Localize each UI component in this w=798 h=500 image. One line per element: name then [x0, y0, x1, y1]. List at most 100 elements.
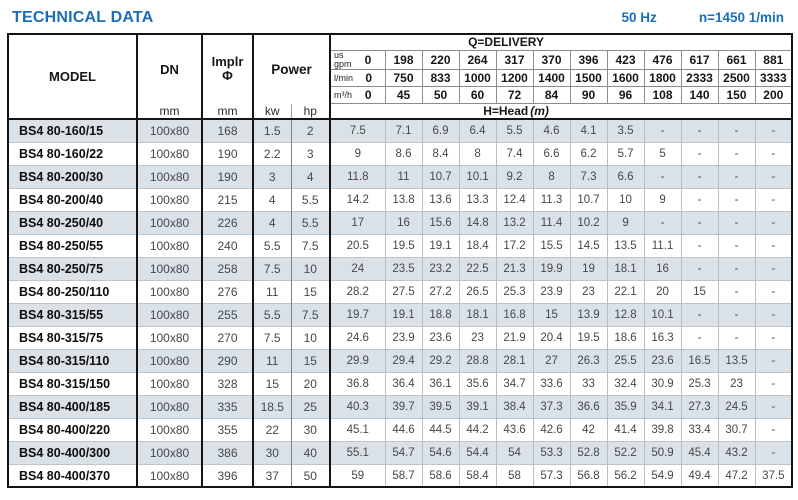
- technical-data-table: MODEL DN Implr Φ Power Q=DELIVERY us gpm 0 1…: [7, 33, 794, 489]
- model-cell: BS4 80-250/75: [8, 256, 138, 281]
- head-value-cell: -: [754, 417, 793, 442]
- head-value-cell: 12.8: [606, 302, 645, 327]
- hp-cell: 2: [290, 119, 332, 143]
- delivery-value-header: 90: [569, 86, 608, 104]
- model-cell: BS4 80-250/40: [8, 210, 138, 235]
- operating-specs: 50 Hz n=1450 1/min: [622, 10, 788, 25]
- head-value-cell: 16.3: [643, 325, 682, 350]
- head-value-cell: 19: [569, 256, 608, 281]
- hp-cell: 10: [290, 325, 332, 350]
- head-unit-label: (m): [530, 104, 549, 119]
- delivery-value-header: 2333: [680, 69, 719, 87]
- impeller-label: Implr: [211, 53, 244, 69]
- dn-cell: 100x80: [137, 119, 203, 143]
- head-value-cell: 55.1: [330, 440, 386, 465]
- head-value-cell: 8: [458, 141, 497, 166]
- head-value-cell: 38.4: [495, 394, 534, 419]
- head-value-cell: 6.4: [458, 119, 497, 143]
- head-value-cell: 23.9: [384, 325, 423, 350]
- delivery-value-header: 1600: [606, 69, 645, 87]
- impeller-cell: 270: [202, 325, 254, 350]
- head-value-cell: 16.8: [495, 302, 534, 327]
- impeller-cell: 190: [202, 141, 254, 166]
- impeller-cell: 290: [202, 348, 254, 373]
- head-value-cell: -: [717, 279, 756, 304]
- head-value-cell: 37.5: [754, 463, 793, 488]
- head-value-cell: 13.9: [569, 302, 608, 327]
- delivery-value-header: 50: [421, 86, 460, 104]
- header-row-top: MODEL DN Implr Φ Power Q=DELIVERY: [8, 34, 793, 120]
- head-value-cell: -: [754, 119, 793, 143]
- head-value-cell: 15.5: [532, 233, 571, 258]
- head-value-cell: 18.1: [606, 256, 645, 281]
- delivery-value-header: 264: [458, 49, 497, 70]
- head-value-cell: 11.3: [532, 187, 571, 212]
- hp-cell: 7.5: [290, 302, 332, 327]
- head-value-cell: 19.5: [384, 233, 423, 258]
- head-value-cell: 7.3: [569, 164, 608, 189]
- impeller-cell: 190: [202, 164, 254, 189]
- head-value-cell: 50.9: [643, 440, 682, 465]
- head-value-cell: 42.6: [532, 417, 571, 442]
- head-value-cell: 28.8: [458, 348, 497, 373]
- power-unit-kw-label: kw: [253, 103, 291, 120]
- kw-cell: 2.2: [253, 141, 291, 166]
- table-row: BS4 80-315/150 100x80 328 15 20 36.8 36.4 36.1 3…: [8, 371, 793, 396]
- head-value-cell: 41.4: [606, 417, 645, 442]
- head-value-cell: -: [643, 210, 682, 235]
- head-value-cell: -: [754, 187, 793, 212]
- head-value-cell: 24: [330, 256, 386, 281]
- head-value-cell: 23: [458, 325, 497, 350]
- table-row: BS4 80-250/40 100x80 226 4 5.5 17 16 15.6 14.8 13…: [8, 210, 793, 235]
- head-value-cell: 36.6: [569, 394, 608, 419]
- dn-unit-label: mm: [137, 103, 203, 120]
- head-value-cell: -: [754, 210, 793, 235]
- delivery-unit-line: l/min: [334, 72, 354, 83]
- head-value-cell: 14.5: [569, 233, 608, 258]
- delivery-value-header: 1000: [458, 69, 497, 87]
- head-value-cell: 25.3: [680, 371, 719, 396]
- model-cell: BS4 80-315/55: [8, 302, 138, 327]
- model-cell: BS4 80-315/75: [8, 325, 138, 350]
- head-value-cell: 30.7: [717, 417, 756, 442]
- delivery-unit-line: gpm: [334, 58, 352, 69]
- head-value-cell: 56.8: [569, 463, 608, 488]
- model-cell: BS4 80-400/185: [8, 394, 138, 419]
- head-value-cell: 15: [532, 302, 571, 327]
- head-value-cell: 7.1: [384, 119, 423, 143]
- impeller-cell: 335: [202, 394, 254, 419]
- head-value-cell: 44.6: [384, 417, 423, 442]
- page-title: TECHNICAL DATA: [12, 8, 154, 26]
- delivery-value-header: 45: [384, 86, 423, 104]
- delivery-value-header: 140: [680, 86, 719, 104]
- table-row: BS4 80-400/370 100x80 396 37 50 59 58.7 58.6 58.…: [8, 463, 793, 488]
- head-value-cell: 24.6: [330, 325, 386, 350]
- delivery-value-header: 1200: [495, 69, 534, 87]
- impeller-column-header: Implr Φ: [202, 34, 254, 104]
- head-label: H=Head: [483, 104, 529, 119]
- head-value-cell: 9: [330, 141, 386, 166]
- dn-cell: 100x80: [137, 348, 203, 373]
- head-group-header: H=Head (m): [330, 103, 793, 120]
- dn-cell: 100x80: [137, 463, 203, 488]
- model-cell: BS4 80-160/15: [8, 119, 138, 143]
- impeller-cell: 328: [202, 371, 254, 396]
- dn-cell: 100x80: [137, 440, 203, 465]
- model-cell: BS4 80-160/22: [8, 141, 138, 166]
- hp-cell: 15: [290, 279, 332, 304]
- head-value-cell: 25.3: [495, 279, 534, 304]
- head-value-cell: 19.1: [384, 302, 423, 327]
- head-value-cell: 54.9: [643, 463, 682, 488]
- head-value-cell: -: [717, 325, 756, 350]
- table-row: BS4 80-250/75 100x80 258 7.5 10 24 23.5 23.2 22.…: [8, 256, 793, 281]
- head-value-cell: 49.4: [680, 463, 719, 488]
- head-value-cell: 16.5: [680, 348, 719, 373]
- head-value-cell: 17.2: [495, 233, 534, 258]
- hp-cell: 5.5: [290, 210, 332, 235]
- head-value-cell: -: [754, 440, 793, 465]
- kw-cell: 5.5: [253, 302, 291, 327]
- head-value-cell: 15.6: [421, 210, 460, 235]
- head-value-cell: 23: [717, 371, 756, 396]
- head-value-cell: 45.4: [680, 440, 719, 465]
- delivery-value-header: 833: [421, 69, 460, 87]
